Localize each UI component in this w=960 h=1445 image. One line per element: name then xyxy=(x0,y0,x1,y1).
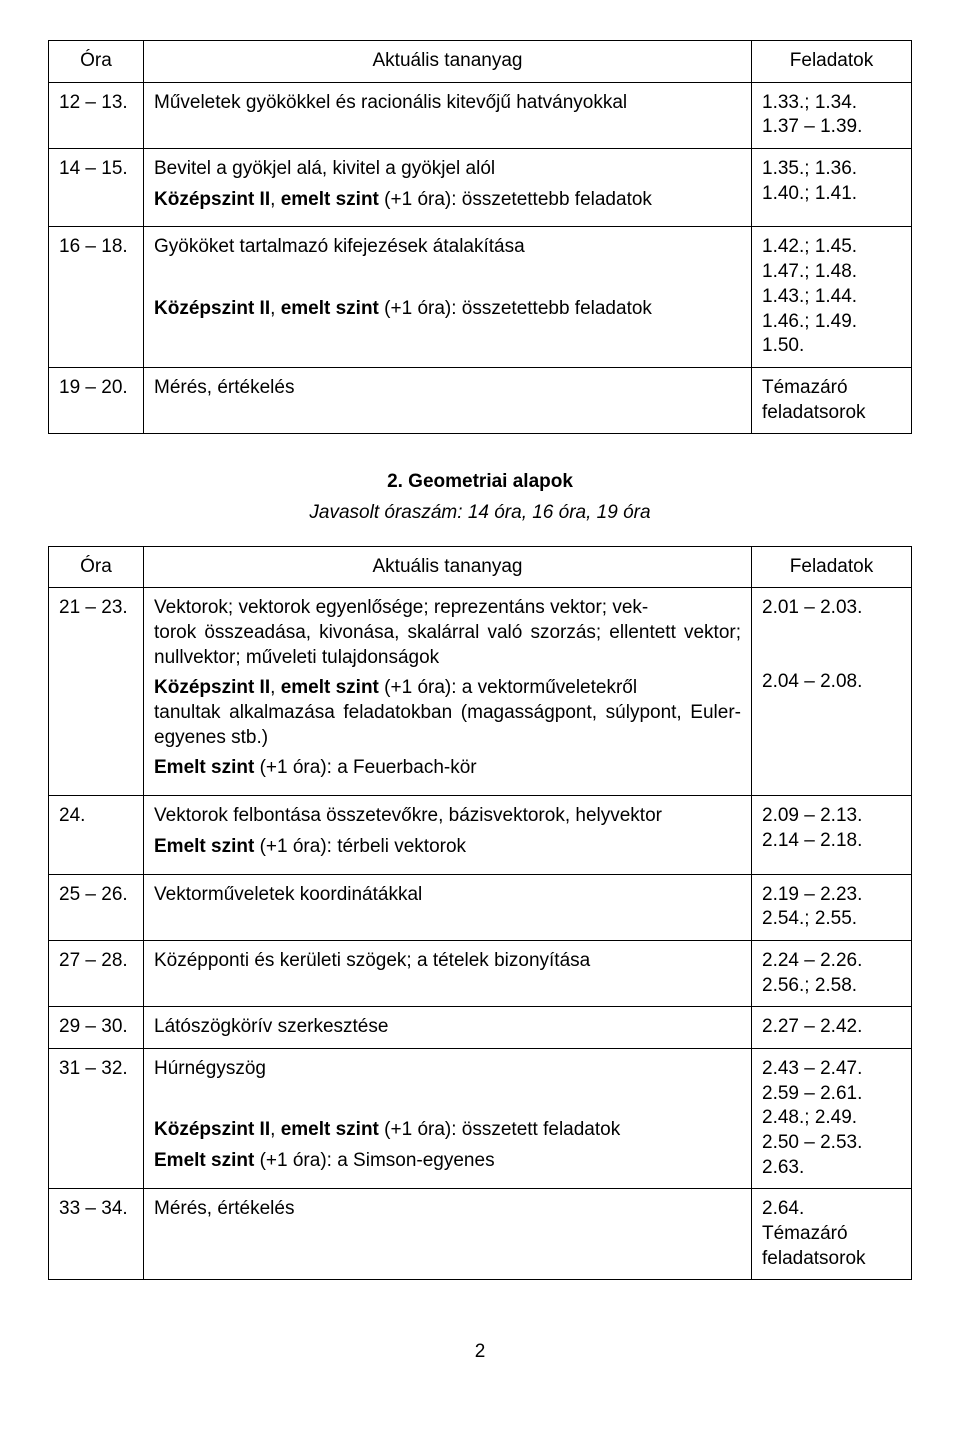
header-feladatok: Feladatok xyxy=(752,41,912,83)
cell-ora: 33 – 34. xyxy=(49,1189,144,1280)
line: Középszint II, emelt szint (+1 óra): öss… xyxy=(154,297,741,322)
header-ora: Óra xyxy=(49,546,144,588)
section-title: 2. Geometriai alapok xyxy=(48,470,912,495)
cell-feladatok: 1.33.; 1.34.1.37 – 1.39. xyxy=(752,82,912,148)
header-content: Aktuális tananyag xyxy=(144,41,752,83)
line: Bevitel a gyökjel alá, kivitel a gyökjel… xyxy=(154,157,741,182)
line: Húrnégyszög xyxy=(154,1057,741,1082)
cell-content: Látószögkörív szerkesztése xyxy=(144,1007,752,1049)
cell-content: Gyököket tartalmazó kifejezések átalakít… xyxy=(144,227,752,367)
cell-feladatok: 2.64.Témazárófeladatsorok xyxy=(752,1189,912,1280)
cell-feladatok: Témazárófeladatsorok xyxy=(752,367,912,433)
line: Középszint II, emelt szint (+1 óra): öss… xyxy=(154,1118,741,1143)
cell-ora: 14 – 15. xyxy=(49,149,144,227)
cell-feladatok: 2.43 – 2.47.2.59 – 2.61.2.48.; 2.49.2.50… xyxy=(752,1048,912,1188)
table-row: 19 – 20. Mérés, értékelés Témazárófelada… xyxy=(49,367,912,433)
line: Emelt szint (+1 óra): a Feuerbach-kör xyxy=(154,756,741,781)
table-row: 16 – 18. Gyököket tartalmazó kifejezések… xyxy=(49,227,912,367)
cell-content: Vektorműveletek koordinátákkal xyxy=(144,874,752,940)
table-row: 12 – 13. Műveletek gyökökkel és racionál… xyxy=(49,82,912,148)
cell-feladatok: 1.42.; 1.45.1.47.; 1.48.1.43.; 1.44.1.46… xyxy=(752,227,912,367)
cell-ora: 31 – 32. xyxy=(49,1048,144,1188)
cell-content: Vektorok; vektorok egyenlősége; reprezen… xyxy=(144,588,752,796)
cell-content: Mérés, értékelés xyxy=(144,367,752,433)
cell-feladatok: 1.35.; 1.36.1.40.; 1.41. xyxy=(752,149,912,227)
section-subtitle: Javasolt óraszám: 14 óra, 16 óra, 19 óra xyxy=(48,501,912,526)
cell-ora: 25 – 26. xyxy=(49,874,144,940)
cell-content: Bevitel a gyökjel alá, kivitel a gyökjel… xyxy=(144,149,752,227)
cell-ora: 21 – 23. xyxy=(49,588,144,796)
curriculum-table-1: Óra Aktuális tananyag Feladatok 12 – 13.… xyxy=(48,40,912,434)
cell-content: Húrnégyszög Középszint II, emelt szint (… xyxy=(144,1048,752,1188)
cell-ora: 29 – 30. xyxy=(49,1007,144,1049)
line: Középszint II, emelt szint (+1 óra): öss… xyxy=(154,188,741,213)
cell-feladatok: 2.19 – 2.23.2.54.; 2.55. xyxy=(752,874,912,940)
table-row: 29 – 30. Látószögkörív szerkesztése 2.27… xyxy=(49,1007,912,1049)
line xyxy=(154,1088,741,1113)
table-row: 14 – 15. Bevitel a gyökjel alá, kivitel … xyxy=(49,149,912,227)
cell-content: Vektorok felbontása összetevőkre, bázisv… xyxy=(144,796,752,874)
table-row: 25 – 26. Vektorműveletek koordinátákkal … xyxy=(49,874,912,940)
page-number: 2 xyxy=(48,1340,912,1365)
cell-content: Műveletek gyökökkel és racionális kitevő… xyxy=(144,82,752,148)
table-row: 31 – 32. Húrnégyszög Középszint II, emel… xyxy=(49,1048,912,1188)
cell-ora: 16 – 18. xyxy=(49,227,144,367)
table-row: 33 – 34. Mérés, értékelés 2.64.Témazáróf… xyxy=(49,1189,912,1280)
cell-ora: 12 – 13. xyxy=(49,82,144,148)
header-feladatok: Feladatok xyxy=(752,546,912,588)
table-row: 27 – 28. Középponti és kerületi szögek; … xyxy=(49,940,912,1006)
cell-content: Középponti és kerületi szögek; a tételek… xyxy=(144,940,752,1006)
cell-ora: 27 – 28. xyxy=(49,940,144,1006)
line: Gyököket tartalmazó kifejezések átalakít… xyxy=(154,235,741,260)
cell-ora: 19 – 20. xyxy=(49,367,144,433)
line: Középszint II, emelt szint (+1 óra): a v… xyxy=(154,676,741,750)
cell-feladatok: 2.24 – 2.26.2.56.; 2.58. xyxy=(752,940,912,1006)
line: Emelt szint (+1 óra): térbeli vektorok xyxy=(154,835,741,860)
curriculum-table-2: Óra Aktuális tananyag Feladatok 21 – 23.… xyxy=(48,546,912,1281)
cell-feladatok: 2.27 – 2.42. xyxy=(752,1007,912,1049)
line: Vektorok felbontása összetevőkre, bázisv… xyxy=(154,804,741,829)
header-content: Aktuális tananyag xyxy=(144,546,752,588)
cell-ora: 24. xyxy=(49,796,144,874)
header-ora: Óra xyxy=(49,41,144,83)
line: Vektorok; vektorok egyenlősége; reprezen… xyxy=(154,596,741,670)
cell-feladatok: 2.01 – 2.03. 2.04 – 2.08. xyxy=(752,588,912,796)
line xyxy=(154,266,741,291)
table-row: 21 – 23. Vektorok; vektorok egyenlősége;… xyxy=(49,588,912,796)
table-row: 24. Vektorok felbontása összetevőkre, bá… xyxy=(49,796,912,874)
cell-feladatok: 2.09 – 2.13.2.14 – 2.18. xyxy=(752,796,912,874)
line: Emelt szint (+1 óra): a Simson-egyenes xyxy=(154,1149,741,1174)
cell-content: Mérés, értékelés xyxy=(144,1189,752,1280)
